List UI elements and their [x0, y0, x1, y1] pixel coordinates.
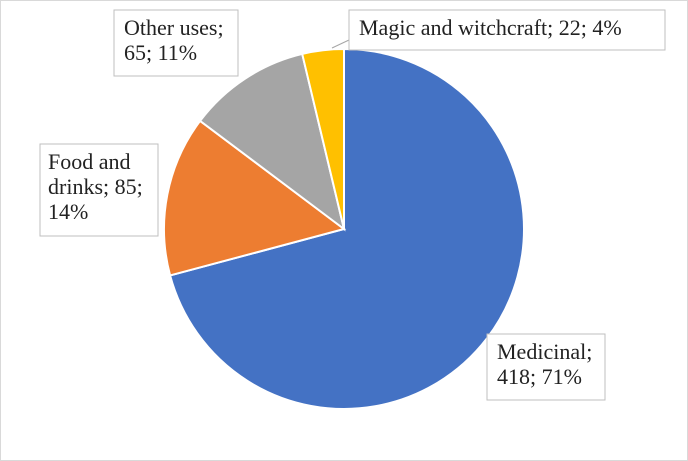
leader-lines	[331, 39, 350, 49]
data-label-box	[486, 333, 606, 401]
pie-slice-food-and-drinks	[163, 119, 347, 277]
data-label-text: drinks; 85;	[48, 174, 143, 199]
data-label-text: Other uses;	[124, 15, 224, 40]
leader-line-magic-and-witchcraft	[331, 39, 350, 49]
data-label-text: 65; 11%	[124, 40, 197, 65]
data-label-box	[348, 9, 666, 51]
pie-slice-magic-and-witchcraft	[301, 47, 345, 230]
data-label-box	[113, 9, 239, 77]
pie-slice-other-uses	[198, 52, 346, 232]
data-label-text: Medicinal;	[497, 339, 592, 364]
data-label-text: 14%	[48, 199, 88, 224]
data-label-other-uses: Other uses;65; 11%	[113, 9, 239, 77]
data-label-magic-and-witchcraft: Magic and witchcraft; 22; 4%	[348, 9, 666, 51]
data-label-text: Food and	[48, 149, 131, 174]
data-label-text: 418; 71%	[497, 364, 582, 389]
data-label-box	[39, 143, 159, 237]
data-label-medicinal: Medicinal;418; 71%	[486, 333, 606, 401]
pie-slices	[163, 47, 525, 410]
data-label-text: Magic and witchcraft; 22; 4%	[359, 15, 622, 40]
